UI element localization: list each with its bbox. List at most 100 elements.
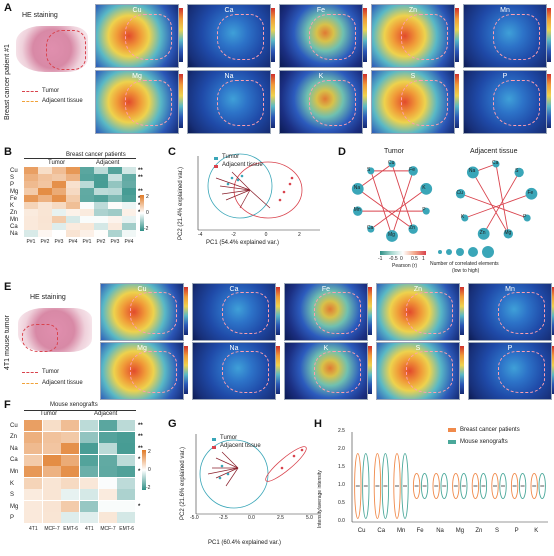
region-outline xyxy=(129,351,177,393)
tumor-net-node-label: Ca xyxy=(366,225,374,232)
heatmap-cell xyxy=(52,223,66,230)
heatmap-col-label: P#1 xyxy=(26,239,36,245)
heatmap-cell xyxy=(117,443,136,455)
violin-mg-patients xyxy=(452,472,460,500)
heatmap-cell xyxy=(122,174,136,181)
heatmap-col-label: P#3 xyxy=(54,239,64,245)
adjacent-net-node xyxy=(477,227,490,240)
a-colorbar xyxy=(179,74,183,128)
heatmap-cell xyxy=(108,230,122,237)
tumor-net-node xyxy=(353,206,363,216)
a-map-label: P xyxy=(502,73,508,80)
significance-mark: * xyxy=(138,210,140,216)
heatmap-cell xyxy=(24,223,38,230)
e-tumor-outline xyxy=(22,324,58,352)
c-adjacent-points xyxy=(278,176,294,202)
a-map-label: Mg xyxy=(132,73,142,80)
g-xlabel: PC1 (60.4% explained var.) xyxy=(208,540,282,546)
g-x-tick: -2.5 xyxy=(219,515,228,521)
pearson-colorbar xyxy=(380,251,426,255)
region-outline xyxy=(216,14,264,60)
a-map-s: S xyxy=(371,70,455,134)
h-category-label: Zn xyxy=(475,528,483,534)
tumor-net-node xyxy=(420,182,433,195)
heatmap-row-label: Mg xyxy=(10,188,19,195)
e-map-p: P xyxy=(468,342,552,400)
e-map-label: Mg xyxy=(137,345,147,352)
significance-mark: ** xyxy=(138,445,143,452)
pearson-tick: 0 xyxy=(400,256,403,262)
c-legend-adjacent-marker xyxy=(214,165,218,168)
c-x-tick: -4 xyxy=(198,232,203,238)
pearson-tick: 0.5 xyxy=(411,256,418,262)
adjacent-net-node-label: Fe xyxy=(527,189,534,196)
heatmap-cell xyxy=(24,209,38,216)
violin-mg-xenografts xyxy=(460,472,468,500)
tumor-net-edge xyxy=(357,188,414,230)
e-map-label: Zn xyxy=(413,286,423,293)
heatmap-row-label: P xyxy=(10,181,15,188)
heatmap-cell xyxy=(42,477,61,489)
violin-k-patients xyxy=(530,472,538,500)
violin-fe-patients xyxy=(412,472,421,500)
heatmap-cell xyxy=(42,431,61,443)
heatmap-cell xyxy=(80,223,94,230)
heatmap-cell xyxy=(108,209,122,216)
adjacent-net-edge xyxy=(464,193,532,219)
heatmap-col-label: EMT-6 xyxy=(63,526,79,532)
heatmap-row-label: S xyxy=(10,492,15,499)
tumor-net-node xyxy=(386,230,398,242)
h-ylabel: Intensity/average intensity xyxy=(317,470,323,528)
heatmap-row-label: Mn xyxy=(10,216,19,223)
tumor-net-node xyxy=(408,166,418,176)
adjacent-net-node-label: Cu xyxy=(456,189,463,196)
heatmap-row-label: Cu xyxy=(10,422,18,429)
e-map-ca: Ca xyxy=(192,283,276,341)
heatmap-cell xyxy=(80,195,94,202)
heatmap-cell xyxy=(24,512,43,524)
tumor-net-node-label: Mn xyxy=(353,207,361,214)
heatmap-cell xyxy=(38,174,52,181)
heatmap-cell xyxy=(24,167,38,174)
heatmap-cell xyxy=(38,181,52,188)
adjacent-net-edge xyxy=(483,172,520,235)
e-map-label: Mn xyxy=(505,286,515,293)
adjacent-net-node-label: Zn xyxy=(479,229,486,236)
region-outline xyxy=(124,14,172,60)
a-map-zn: Zn xyxy=(371,4,455,68)
h-category-label: Ca xyxy=(377,528,386,534)
heatmap-cell xyxy=(61,489,80,501)
heatmap-cell xyxy=(24,466,43,478)
panel-f-scale-mid: 0 xyxy=(148,467,151,473)
heatmap-col-label: P#2 xyxy=(96,239,106,245)
heatmap-cell xyxy=(38,188,52,195)
panel-b-scale-min: -2 xyxy=(144,226,149,232)
heatmap-cell xyxy=(38,230,52,237)
tumor-net-node-label: Mg xyxy=(388,232,395,238)
tumor-net-edge xyxy=(391,163,414,230)
panel-b-letter: B xyxy=(4,146,12,158)
heatmap-cell xyxy=(117,420,136,432)
a-colorbar xyxy=(363,74,367,128)
h-legend-mx-marker xyxy=(448,440,456,444)
c-legend-tumor-marker xyxy=(214,157,218,160)
e-colorbar xyxy=(184,346,188,394)
panel-f-group-adjacent: Adjacent xyxy=(94,411,118,417)
region-outline xyxy=(497,292,545,334)
pca-plot-c xyxy=(197,153,320,231)
panel-e-letter: E xyxy=(4,281,12,293)
e-map-mg: Mg xyxy=(100,342,184,400)
g-legend-tumor-marker xyxy=(212,438,216,441)
heatmap-cell xyxy=(117,431,136,443)
region-outline xyxy=(313,351,361,393)
e-map-zn: Zn xyxy=(376,283,460,341)
h-y-tick: 0.0 xyxy=(338,518,345,524)
a-map-label: K xyxy=(318,73,324,80)
e-colorbar xyxy=(368,287,372,335)
tumor-net-node xyxy=(388,160,396,168)
h-category-label: P xyxy=(514,528,519,534)
heatmap-cell xyxy=(98,466,117,478)
panel-f-scale-max: 2 xyxy=(148,449,151,455)
violin-s-patients xyxy=(491,472,499,500)
region-outline xyxy=(492,14,540,60)
